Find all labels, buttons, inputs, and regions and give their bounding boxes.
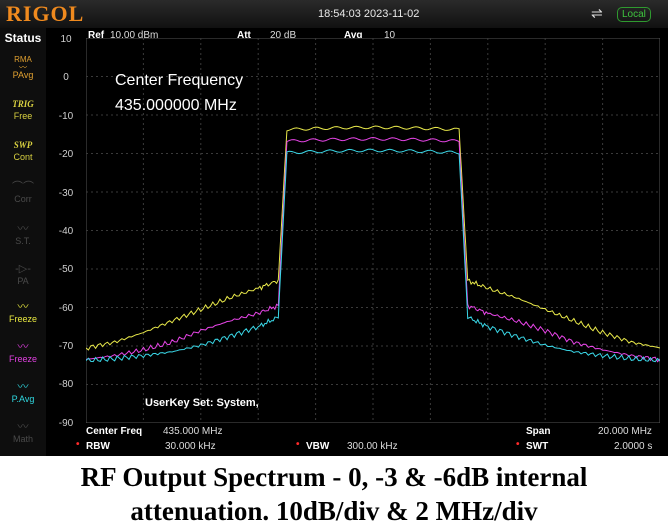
analyzer-screen: RIGOL 18:54:03 2023-11-02 ⇌ Local Status…: [0, 0, 668, 456]
y-tick-label: -90: [58, 418, 74, 429]
y-tick-label: -10: [58, 111, 74, 122]
rbw-label: RBW: [86, 441, 110, 452]
y-tick-label: -80: [58, 379, 74, 390]
att-label: Att: [237, 30, 251, 41]
usb-icon: ⇌: [591, 5, 603, 21]
swt-label: SWT: [526, 441, 549, 452]
userkey-status: UserKey Set: System,: [145, 397, 259, 409]
rma-icon: RMA 〰: [14, 55, 32, 72]
correction-icon: ⌒⌒: [12, 181, 34, 193]
y-tick-label: -50: [58, 264, 74, 275]
sidebar-item-math[interactable]: 〰 Math: [2, 420, 44, 454]
vbw-label: VBW: [306, 441, 330, 452]
y-tick-label: -60: [58, 303, 74, 314]
sidebar-item-trace3[interactable]: 〰 P.Avg: [2, 380, 44, 414]
trace-freeze-icon: 〰: [17, 341, 29, 353]
caption-line-2: attenuation. 10dB/div & 2 MHz/div: [130, 496, 538, 526]
status-sidebar: [0, 28, 46, 456]
span-label: Span: [526, 426, 551, 437]
swt-value[interactable]: 2.0000 s: [614, 441, 653, 452]
y-tick-label: 10: [60, 34, 72, 45]
swt-indicator-dot: •: [516, 439, 520, 450]
figure-caption: RF Output Spectrum - 0, -3 & -6dB intern…: [0, 460, 668, 528]
sidebar-item-trigger[interactable]: TRIG Free: [2, 97, 44, 131]
vbw-indicator-dot: •: [296, 439, 300, 450]
sidebar-item-trace1[interactable]: 〰 Freeze: [2, 300, 44, 334]
y-tick-label: -20: [58, 149, 74, 160]
spectrum-trace-2: [86, 136, 660, 363]
sidebar-item-sweep[interactable]: SWP Cont: [2, 138, 44, 172]
center-freq-value[interactable]: 435.000 MHz: [163, 426, 223, 437]
sidebar-item-pavg[interactable]: RMA 〰 PAvg: [2, 56, 44, 90]
center-frequency-annotation-value: 435.000000 MHz: [115, 97, 237, 114]
preamp-icon: -▷-: [15, 263, 31, 275]
vbw-value[interactable]: 300.00 kHz: [347, 441, 398, 452]
y-tick-label: -30: [58, 188, 74, 199]
trace-power-avg-icon: 〰: [17, 381, 29, 393]
traces: [86, 125, 660, 363]
y-tick-label: 0: [63, 72, 69, 83]
sidebar-item-corr[interactable]: ⌒⌒ Corr: [2, 180, 44, 214]
date-time: 18:54:03 2023-11-02: [318, 8, 420, 20]
trace-math-icon: 〰: [17, 421, 29, 433]
status-title: Status: [4, 31, 42, 45]
y-tick-label: -70: [58, 341, 74, 352]
top-bar: RIGOL 18:54:03 2023-11-02 ⇌ Local: [0, 0, 668, 28]
remote-status-badge[interactable]: Local: [617, 7, 651, 22]
center-frequency-annotation-label: Center Frequency: [115, 72, 244, 89]
source-tracking-icon: 〰: [17, 223, 29, 235]
ref-value: 10.00 dBm: [110, 30, 159, 41]
rbw-value[interactable]: 30.000 kHz: [165, 441, 216, 452]
spectrum-trace-3: [86, 148, 660, 363]
att-value: 20 dB: [270, 30, 297, 41]
sidebar-item-trace2[interactable]: 〰 Freeze: [2, 340, 44, 374]
ref-label: Ref: [88, 30, 105, 41]
y-tick-label: -40: [58, 226, 74, 237]
spectrum-plot: [86, 38, 660, 423]
caption-line-1: RF Output Spectrum - 0, -3 & -6dB intern…: [80, 462, 588, 492]
trigger-icon: TRIG: [12, 99, 34, 109]
sidebar-item-pa[interactable]: -▷- PA: [2, 262, 44, 296]
rigol-logo: RIGOL: [6, 1, 85, 26]
avg-value: 10: [384, 30, 396, 41]
spectrum-trace-1: [86, 125, 660, 351]
center-freq-label: Center Freq: [86, 426, 143, 437]
span-value[interactable]: 20.000 MHz: [598, 426, 652, 437]
rbw-indicator-dot: •: [76, 439, 80, 450]
grid: [86, 38, 660, 423]
avg-label: Avg: [344, 30, 363, 41]
sweep-icon: SWP: [13, 140, 33, 150]
sidebar-item-st[interactable]: 〰 S.T.: [2, 222, 44, 256]
trace-freeze-icon: 〰: [17, 301, 29, 313]
